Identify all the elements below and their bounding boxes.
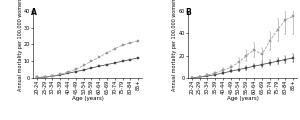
Corrected: [35, 77, 39, 78]
Text: A: A: [31, 8, 37, 17]
Uncorrected: [90, 67, 93, 69]
Corrected: [51, 75, 54, 77]
Corrected: [43, 76, 46, 78]
Y-axis label: Annual mortality per 100,000 women: Annual mortality per 100,000 women: [18, 0, 22, 90]
Line: Uncorrected: Uncorrected: [36, 57, 139, 79]
Text: B: B: [186, 8, 191, 17]
Corrected: [136, 40, 140, 42]
Uncorrected: [51, 76, 54, 77]
Uncorrected: [74, 71, 78, 72]
Corrected: [105, 52, 109, 54]
Uncorrected: [58, 74, 62, 76]
X-axis label: Age (years): Age (years): [226, 96, 258, 101]
Uncorrected: [113, 62, 117, 64]
Uncorrected: [98, 66, 101, 67]
Uncorrected: [121, 60, 124, 62]
Corrected: [98, 56, 101, 58]
Corrected: [58, 74, 62, 75]
Corrected: [113, 48, 117, 49]
Corrected: [74, 69, 78, 70]
X-axis label: Age (years): Age (years): [72, 96, 104, 101]
Corrected: [121, 45, 124, 46]
Corrected: [129, 42, 132, 43]
Corrected: [66, 71, 70, 73]
Uncorrected: [105, 64, 109, 65]
Uncorrected: [129, 59, 132, 60]
Uncorrected: [35, 77, 39, 78]
Uncorrected: [82, 69, 85, 71]
Uncorrected: [43, 76, 46, 78]
Uncorrected: [136, 57, 140, 59]
Corrected: [90, 60, 93, 62]
Y-axis label: Annual mortality per 100,000 women: Annual mortality per 100,000 women: [172, 0, 178, 90]
Uncorrected: [66, 73, 70, 74]
Corrected: [82, 65, 85, 66]
Line: Corrected: Corrected: [36, 40, 139, 79]
